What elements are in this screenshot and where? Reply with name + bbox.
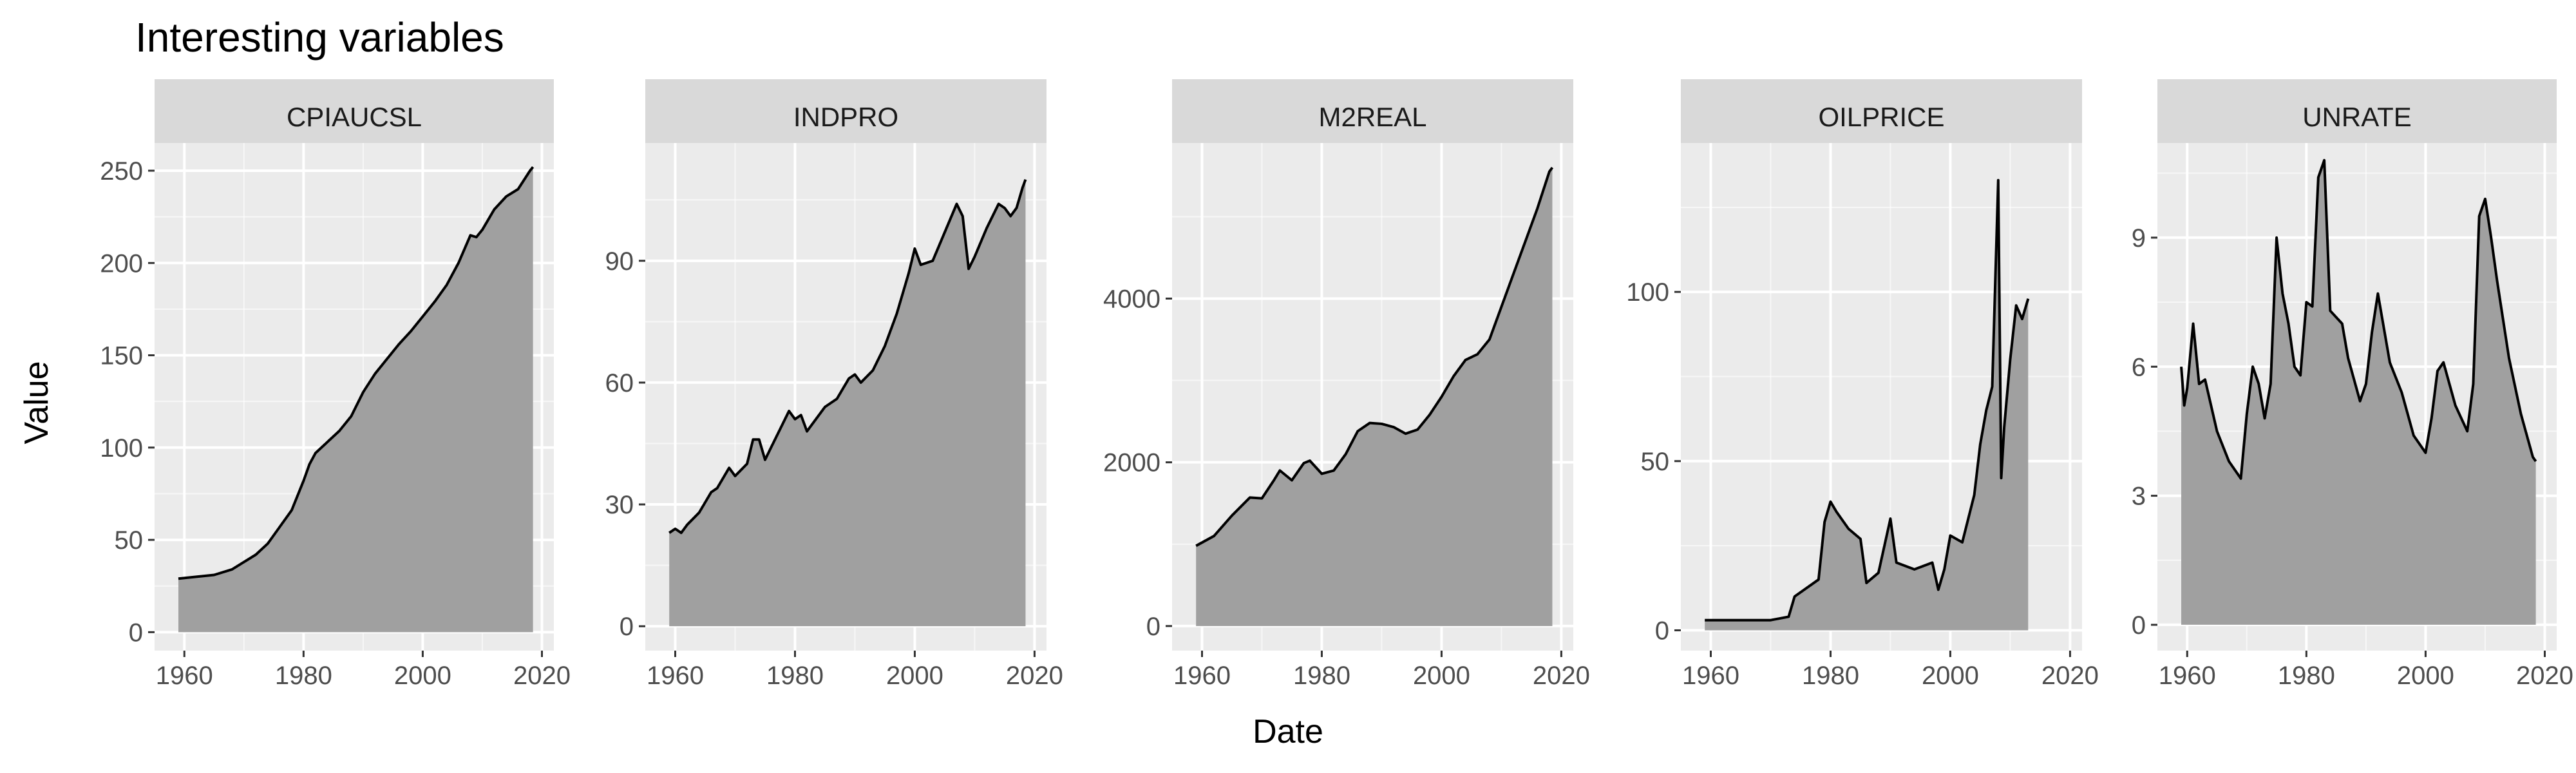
facet-strip — [645, 79, 1046, 143]
x-tick-label: 1960 — [156, 662, 213, 690]
series-area — [1705, 180, 2029, 631]
facet-strip-label: OILPRICE — [1818, 102, 1944, 132]
y-tick-label: 0 — [1655, 616, 1669, 645]
facet-strip — [1172, 79, 1573, 143]
x-tick-label: 1980 — [275, 662, 332, 690]
x-tick-label: 2020 — [1006, 662, 1063, 690]
y-tick-label: 60 — [605, 369, 634, 397]
y-tick-label: 100 — [1626, 278, 1669, 307]
x-tick-label: 1960 — [647, 662, 704, 690]
y-axis-title: Value — [18, 361, 55, 444]
facet-indpro: INDPRO 0 30 60 90 1960 1980 2000 2020 — [605, 79, 1063, 690]
x-tick-label: 1960 — [2159, 662, 2216, 690]
y-tick-label: 9 — [2132, 224, 2146, 253]
y-tick-label: 0 — [129, 618, 143, 647]
series-area — [669, 179, 1026, 627]
x-tick-label: 2000 — [886, 662, 943, 690]
chart-title: Interesting variables — [135, 14, 504, 61]
y-tick-label: 0 — [620, 613, 634, 641]
x-tick-label: 1980 — [766, 662, 824, 690]
y-tick-label: 4000 — [1103, 285, 1160, 313]
series-area — [178, 167, 533, 633]
series-line — [1705, 178, 2030, 622]
y-tick-label: 2000 — [1103, 449, 1160, 477]
x-tick-label: 2020 — [1533, 662, 1590, 690]
series-line — [1195, 166, 1554, 548]
y-tick-label: 50 — [115, 526, 144, 555]
facet-strip — [2157, 79, 2557, 143]
y-tick-label: 90 — [605, 247, 634, 276]
x-axis-title: Date — [1253, 713, 1323, 750]
y-tick-label: 200 — [100, 249, 143, 278]
y-tick-label: 250 — [100, 157, 143, 186]
x-tick-label: 1960 — [1173, 662, 1231, 690]
x-tick-label: 2000 — [2397, 662, 2454, 690]
facet-oilprice: OILPRICE 0 50 100 1960 1980 2000 2020 — [1626, 79, 2099, 690]
facet-strip — [1681, 79, 2082, 143]
series-line — [178, 166, 535, 580]
y-tick-label: 3 — [2132, 482, 2146, 511]
x-tick-label: 1980 — [1802, 662, 1859, 690]
facet-strip — [155, 79, 554, 143]
x-tick-label: 2000 — [1922, 662, 1979, 690]
y-tick-label: 30 — [605, 491, 634, 519]
x-tick-label: 2000 — [1413, 662, 1470, 690]
y-tick-label: 6 — [2132, 353, 2146, 381]
series-area — [2181, 160, 2536, 625]
x-tick-label: 1960 — [1682, 662, 1739, 690]
facet-unrate: UNRATE 0 3 6 9 1960 1980 2000 2020 — [2132, 79, 2573, 690]
facet-strip-label: UNRATE — [2302, 102, 2412, 132]
y-tick-label: 100 — [100, 434, 143, 463]
facet-strip-label: M2REAL — [1318, 102, 1426, 132]
x-tick-label: 1980 — [1293, 662, 1350, 690]
y-tick-label: 0 — [2132, 611, 2146, 640]
y-tick-label: 50 — [1641, 448, 1670, 476]
facet-strip-label: CPIAUCSL — [287, 102, 422, 132]
series-area — [1196, 167, 1553, 626]
x-tick-label: 2000 — [394, 662, 451, 690]
y-tick-label: 150 — [100, 342, 143, 370]
x-tick-label: 2020 — [2516, 662, 2573, 690]
facet-strip-label: INDPRO — [793, 102, 898, 132]
series-line — [668, 179, 1027, 535]
facet-cpiaucsl: CPIAUCSL 0 50 100 150 200 250 1960 1980 2000 2020 — [100, 79, 571, 690]
x-tick-label: 1980 — [2278, 662, 2335, 690]
series-line — [2180, 158, 2537, 480]
x-tick-label: 2020 — [2041, 662, 2099, 690]
x-tick-label: 2020 — [513, 662, 571, 690]
y-tick-label: 0 — [1146, 613, 1160, 641]
facet-m2real: M2REAL 0 2000 4000 1960 1980 2000 2020 — [1103, 79, 1590, 690]
